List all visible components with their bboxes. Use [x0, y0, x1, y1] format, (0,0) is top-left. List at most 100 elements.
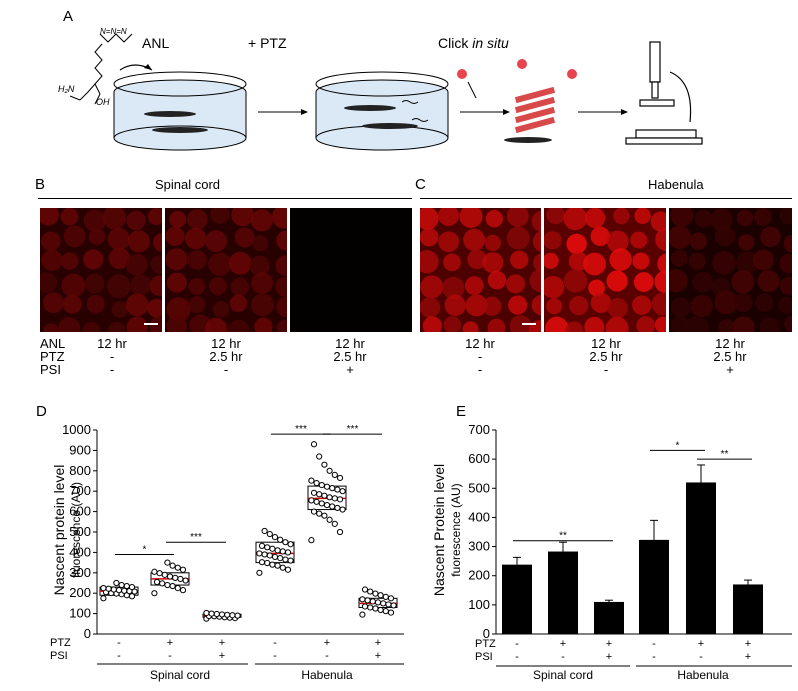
d-point: [372, 605, 379, 612]
d-y-tick-label: 500: [69, 524, 91, 539]
d-ptz-value: +: [167, 637, 173, 649]
d-point: [331, 520, 338, 527]
click-chemistry-icon: [457, 59, 577, 143]
micrograph-spinal-anl: [40, 208, 162, 332]
d-point: [369, 598, 376, 605]
chart-e-bar: Nascent Protein level fuorescence (AU) P…: [431, 422, 792, 682]
microscope-icon: [625, 41, 703, 145]
d-point: [282, 556, 289, 563]
d-point: [382, 593, 389, 600]
d-point: [277, 555, 284, 562]
micrograph-habenula-anl-ptz-psi: [669, 208, 792, 332]
condition-value: 12 hr: [715, 336, 745, 351]
condition-value: -: [603, 362, 609, 377]
region-label-spinal-cord: Spinal cord: [155, 177, 221, 192]
d-point: [261, 527, 268, 535]
d-point: [382, 608, 389, 615]
d-point: [271, 553, 279, 560]
condition-value: 2.5 hr: [333, 349, 367, 364]
scale-bar: [144, 323, 158, 325]
d-point: [164, 581, 171, 589]
d-point: [179, 566, 187, 573]
e-psi-value: +: [606, 651, 612, 663]
d-y-tick-label: 1000: [62, 422, 91, 437]
panel-label-a: A: [63, 8, 74, 25]
e-y-axis-label: Nascent Protein level: [431, 464, 447, 596]
d-point: [377, 592, 384, 599]
d-y-axis-sublabel: fluorescence (AU): [69, 482, 83, 578]
condition-label-psi: PSI: [40, 362, 61, 377]
e-psi-value: +: [745, 651, 751, 663]
micrograph-habenula-anl: [420, 208, 541, 332]
condition-value: +: [346, 362, 354, 377]
schematic-workflow: N=N=N H₂N OH ANL + PTZ Click in situ: [58, 27, 703, 151]
condition-value: 2.5 hr: [209, 349, 243, 364]
zebrafish-larva-icon: [362, 123, 418, 129]
ptz-label: + PTZ: [248, 35, 287, 51]
condition-value: -: [109, 349, 115, 364]
e-bar: [733, 584, 763, 634]
d-point: [336, 528, 344, 536]
d-y-tick-label: 200: [69, 585, 91, 600]
d-point: [336, 496, 344, 503]
d-point: [308, 537, 315, 544]
e-psi-value: -: [652, 651, 656, 663]
e-psi-value: -: [561, 651, 565, 663]
d-point: [261, 551, 268, 558]
e-y-tick-label: 600: [468, 451, 490, 466]
condition-value: -: [477, 362, 483, 377]
d-point: [274, 547, 281, 554]
e-ptz-value: -: [652, 638, 656, 650]
d-point: [339, 488, 346, 495]
e-significance-label: **: [721, 449, 729, 460]
d-y-tick-label: 800: [69, 463, 91, 478]
d-row-label-psi: PSI: [50, 650, 68, 662]
d-point: [310, 508, 318, 515]
panel-label-e: E: [456, 403, 467, 420]
d-point: [229, 612, 236, 619]
d-region-label-spinal: Spinal cord: [150, 668, 210, 682]
d-point: [153, 578, 161, 586]
azide-group: N=N=N: [100, 27, 127, 36]
e-region-label-spinal: Spinal cord: [533, 668, 593, 682]
e-bar: [548, 551, 578, 634]
d-point: [321, 461, 328, 468]
d-ptz-value: +: [324, 637, 330, 649]
d-point: [208, 610, 215, 617]
d-point: [118, 581, 125, 589]
d-point: [334, 504, 341, 512]
d-point: [169, 582, 176, 590]
dish-1: [113, 71, 247, 151]
d-point: [159, 580, 166, 587]
d-significance-label: ***: [295, 424, 307, 435]
d-point: [361, 586, 369, 593]
d-point: [151, 568, 158, 575]
region-label-habenula: Habenula: [648, 177, 704, 192]
d-point: [387, 595, 395, 602]
d-point: [110, 586, 117, 593]
d-y-tick-label: 600: [69, 504, 91, 519]
d-ptz-value: -: [273, 637, 277, 649]
d-ptz-value: +: [375, 637, 381, 649]
d-point: [385, 601, 392, 608]
d-point: [334, 486, 341, 493]
d-psi-value: -: [273, 650, 277, 662]
d-point: [266, 552, 273, 559]
d-point: [166, 573, 174, 580]
e-row-label-ptz: PTZ: [475, 638, 496, 650]
hydroxyl-group: OH: [96, 97, 110, 107]
d-point: [316, 453, 323, 460]
d-point: [128, 583, 136, 591]
d-point: [323, 483, 331, 490]
e-y-tick-label: 700: [468, 422, 490, 437]
d-point: [308, 497, 315, 504]
d-point: [287, 541, 294, 548]
d-point: [313, 479, 320, 487]
amine-group: H₂N: [58, 84, 75, 94]
e-bar: [502, 564, 532, 634]
e-bar: [594, 601, 624, 634]
d-point: [256, 569, 263, 576]
e-region-label-habenula: Habenula: [677, 668, 729, 682]
d-significance-label: ***: [190, 532, 202, 543]
d-point: [326, 516, 333, 523]
